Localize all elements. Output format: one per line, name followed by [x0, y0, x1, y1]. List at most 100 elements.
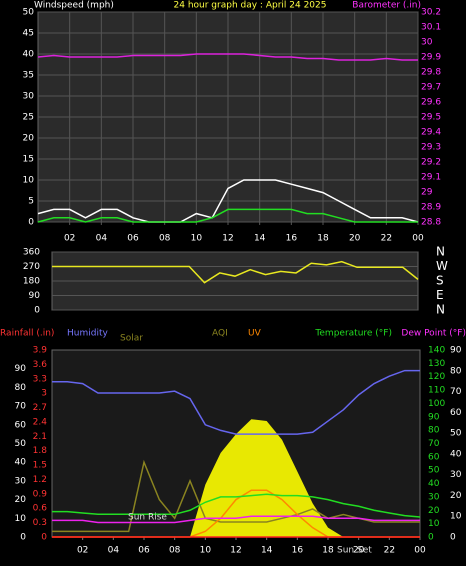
y-tick-label: 29.9: [421, 53, 441, 63]
y-tick-label: 0.6: [33, 504, 48, 514]
y-tick-label: 29: [421, 188, 433, 198]
y-tick-label: 10: [428, 519, 440, 529]
x-tick-label: 10: [191, 234, 203, 244]
y-tick-label: 0: [428, 533, 434, 543]
x-tick-label: 06: [138, 546, 150, 556]
y-tick-label: 29.1: [421, 173, 441, 183]
x-tick-label: 20: [353, 546, 365, 556]
x-tick-label: 04: [108, 546, 120, 556]
x-tick-label: 06: [127, 234, 139, 244]
y-tick-label: 35: [23, 71, 34, 81]
y-tick-label: 20: [23, 134, 35, 144]
line: [52, 260, 419, 284]
y-tick-label: 90: [428, 412, 440, 422]
y-tick-label: 29.4: [421, 128, 441, 138]
y-tick-label: 0: [20, 533, 26, 543]
y-tick-label: 140: [428, 346, 445, 356]
line: [37, 208, 418, 223]
y-tick-label: 2.1: [33, 432, 47, 442]
line: [52, 369, 420, 435]
y-tick-label: 29.3: [421, 143, 441, 153]
y-tick-label: E: [436, 288, 444, 302]
y-tick-label: 10: [450, 512, 462, 522]
y-tick-label: 30: [421, 38, 433, 48]
axis-label: Rainfall (.in): [0, 329, 54, 339]
y-tick-label: 30.1: [421, 23, 441, 33]
y-tick-label: 130: [428, 359, 445, 369]
area: [52, 419, 420, 537]
y-tick-label: 29.5: [421, 113, 441, 123]
y-tick-label: 20: [450, 491, 462, 501]
y-tick-label: 20: [428, 506, 440, 516]
x-tick-label: 12: [230, 546, 241, 556]
line: [37, 179, 419, 223]
y-tick-label: 3: [41, 389, 47, 399]
y-tick-label: 110: [428, 386, 445, 396]
y-tick-label: 0.9: [33, 489, 48, 499]
y-tick-label: 30.2: [421, 8, 441, 18]
y-tick-label: 15: [23, 155, 34, 165]
axis-label: Windspeed (mph): [34, 1, 114, 11]
y-tick-label: S: [436, 274, 444, 288]
legend-entry: UV: [248, 329, 262, 339]
annotation: Sun Rise: [128, 513, 167, 523]
axis-label: Barometer (.in): [352, 1, 421, 11]
y-tick-label: 2.4: [33, 417, 48, 427]
y-tick-label: 0: [34, 306, 40, 316]
legend-entry: AQI: [212, 329, 228, 339]
x-tick-label: 20: [349, 234, 361, 244]
y-tick-label: 40: [23, 50, 35, 60]
line: [52, 493, 421, 518]
y-tick-label: 50: [15, 439, 27, 449]
y-tick-label: 20: [15, 495, 27, 505]
y-tick-label: 70: [428, 439, 440, 449]
legend-entry: Solar: [120, 334, 143, 344]
y-tick-label: 90: [29, 291, 41, 301]
x-tick-label: 02: [77, 546, 88, 556]
x-tick-label: 00: [412, 234, 424, 244]
y-tick-label: 90: [15, 364, 27, 374]
x-tick-label: 14: [254, 234, 266, 244]
y-tick-label: 80: [15, 383, 27, 393]
y-tick-label: 10: [23, 176, 35, 186]
y-tick-label: 60: [450, 408, 462, 418]
y-tick-label: 0: [450, 533, 456, 543]
y-tick-label: 70: [15, 402, 27, 412]
y-tick-label: 29.8: [421, 68, 441, 78]
axis-label: 24 hour graph day : April 24 2025: [174, 1, 327, 11]
axis-label: Humidity: [67, 329, 108, 339]
y-tick-label: N: [436, 245, 445, 259]
y-tick-label: 90: [450, 346, 462, 356]
x-tick-label: 08: [159, 234, 171, 244]
y-tick-label: 25: [23, 113, 34, 123]
x-tick-label: 04: [96, 234, 108, 244]
y-tick-label: 28.8: [421, 218, 441, 228]
y-tick-label: 28.9: [421, 203, 441, 213]
y-tick-label: 60: [15, 420, 27, 430]
x-tick-label: 14: [261, 546, 273, 556]
x-tick-label: 18: [322, 546, 334, 556]
y-tick-label: 3.3: [33, 374, 47, 384]
y-tick-label: 100: [428, 399, 445, 409]
y-tick-label: 360: [23, 248, 40, 258]
y-tick-label: N: [436, 303, 445, 317]
y-tick-label: 1.8: [33, 446, 48, 456]
y-tick-label: 2.7: [33, 403, 47, 413]
line: [37, 53, 418, 61]
y-tick-label: 120: [428, 372, 445, 382]
x-tick-label: 16: [292, 546, 304, 556]
y-tick-label: W: [436, 259, 448, 273]
x-tick-label: 22: [384, 546, 395, 556]
axis-label: Temperature (°F): [314, 329, 392, 339]
y-tick-label: 40: [428, 479, 440, 489]
y-tick-label: 30: [450, 470, 462, 480]
y-tick-label: 30: [23, 92, 35, 102]
y-tick-label: 29.2: [421, 158, 441, 168]
y-tick-label: 80: [428, 426, 440, 436]
y-tick-label: 1.5: [33, 461, 47, 471]
x-tick-label: 22: [381, 234, 392, 244]
y-tick-label: 270: [23, 262, 40, 272]
x-tick-label: 18: [317, 234, 329, 244]
y-tick-label: 30: [428, 492, 440, 502]
